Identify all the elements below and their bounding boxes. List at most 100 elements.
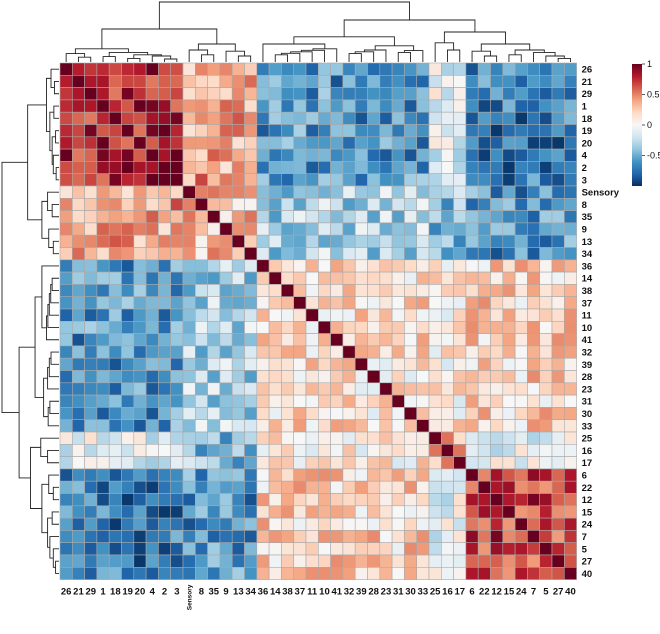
dendrogram-branch: [471, 50, 491, 62]
heatmap-cell: [121, 320, 135, 334]
heatmap-cell: [182, 308, 196, 322]
heatmap-cell: [293, 62, 307, 76]
heatmap-cell: [527, 62, 541, 76]
heatmap-cell: [244, 394, 258, 408]
heatmap-cell: [96, 296, 110, 310]
heatmap-cell: [514, 530, 528, 544]
heatmap-cell: [305, 259, 319, 273]
heatmap-cell: [170, 222, 184, 236]
heatmap-cell: [342, 247, 356, 261]
heatmap-cell: [121, 284, 135, 297]
heatmap-cell: [293, 161, 307, 174]
heatmap-cell: [268, 480, 282, 494]
heatmap-cell: [367, 493, 381, 507]
heatmap-cell: [416, 259, 430, 273]
heatmap-cell: [145, 124, 159, 138]
heatmap-cell: [231, 296, 245, 310]
heatmap-cell: [293, 407, 307, 420]
heatmap-cell: [453, 87, 467, 101]
heatmap-cell: [342, 493, 356, 507]
heatmap-cell: [367, 345, 381, 359]
heatmap-cell: [182, 419, 196, 433]
row-label: 5: [582, 544, 588, 555]
heatmap-cell: [354, 493, 368, 507]
heatmap-cell: [391, 210, 405, 224]
heatmap-cell: [121, 357, 135, 371]
heatmap-cell: [404, 394, 417, 408]
heatmap-cell: [195, 530, 208, 544]
heatmap-cell: [84, 111, 98, 125]
heatmap-cell: [453, 185, 467, 199]
heatmap-cell: [133, 111, 147, 125]
heatmap-cell: [305, 493, 319, 507]
heatmap-cell: [428, 320, 442, 334]
heatmap-cell: [527, 247, 541, 261]
heatmap-cell: [317, 554, 331, 568]
heatmap-cell: [268, 161, 282, 174]
heatmap-cell: [170, 542, 184, 556]
heatmap-cell: [391, 320, 405, 334]
heatmap-cell: [84, 99, 98, 113]
heatmap-cell: [207, 493, 221, 507]
heatmap-cell: [563, 284, 577, 297]
heatmap-cell: [256, 222, 270, 236]
heatmap-cell: [490, 161, 504, 174]
heatmap-cell: [428, 234, 442, 248]
dendrogram-branch: [343, 19, 476, 37]
heatmap-cell: [465, 296, 479, 310]
heatmap-cell: [453, 161, 467, 174]
heatmap-cell: [391, 333, 405, 347]
heatmap-cell: [182, 505, 196, 519]
heatmap-cell: [219, 566, 233, 580]
dendrogram-branch: [65, 53, 86, 62]
heatmap-cell: [96, 247, 110, 261]
heatmap-cell: [453, 566, 467, 580]
heatmap-cell: [428, 370, 442, 384]
heatmap-cell: [219, 357, 233, 371]
heatmap-cell: [563, 62, 577, 76]
heatmap-cell: [379, 468, 393, 482]
row-label: 25: [582, 434, 593, 445]
heatmap-cell: [404, 542, 417, 556]
heatmap-cell: [207, 99, 221, 113]
heatmap-cell: [551, 62, 565, 76]
heatmap-cell: [108, 419, 122, 433]
colorbar-gradient: [632, 64, 642, 186]
heatmap-cell: [453, 382, 467, 396]
heatmap-cell: [244, 259, 258, 273]
heatmap-cell: [527, 517, 541, 531]
heatmap-cell: [379, 333, 393, 347]
heatmap-cell: [108, 357, 122, 371]
heatmap-cell: [354, 75, 368, 88]
heatmap-cell: [59, 210, 73, 224]
heatmap-cell: [465, 234, 479, 248]
heatmap-cell: [158, 173, 171, 187]
heatmap-cell: [195, 394, 208, 408]
heatmap-cell: [502, 419, 516, 433]
row-label: 26: [582, 65, 593, 76]
heatmap-cell: [416, 419, 430, 433]
heatmap-cell: [121, 480, 135, 494]
heatmap-cell: [502, 554, 516, 568]
heatmap-cell: [465, 370, 479, 384]
heatmap-cell: [404, 345, 417, 359]
heatmap-cell: [145, 210, 159, 224]
heatmap-cell: [502, 87, 516, 101]
heatmap-cell: [195, 296, 208, 310]
heatmap-cell: [490, 111, 504, 125]
heatmap-cell: [551, 198, 565, 211]
column-label: Sensory: [186, 584, 193, 610]
heatmap-cell: [502, 345, 516, 359]
heatmap-cell: [108, 161, 122, 174]
heatmap-cell: [158, 333, 171, 347]
colorbar-tick-label: 0: [647, 120, 652, 130]
heatmap-cell: [527, 259, 541, 273]
heatmap-cell: [84, 234, 98, 248]
heatmap-cell: [490, 234, 504, 248]
heatmap-cell: [231, 554, 245, 568]
heatmap-cell: [367, 530, 381, 544]
heatmap-cell: [379, 320, 393, 334]
heatmap-cell: [527, 210, 541, 224]
heatmap-cell: [133, 271, 147, 285]
heatmap-cell: [490, 308, 504, 322]
